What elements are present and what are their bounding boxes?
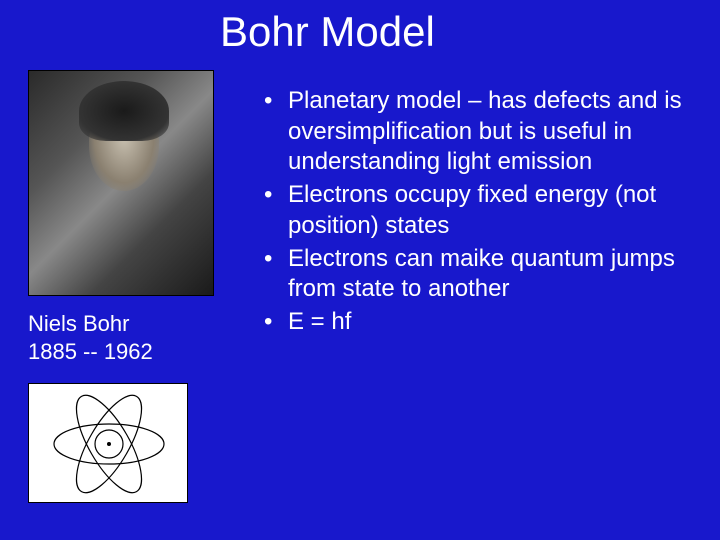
portrait-photo (28, 70, 214, 296)
caption-dates: 1885 -- 1962 (28, 338, 228, 366)
slide: Bohr Model Niels Bohr 1885 -- 1962 Plane… (0, 0, 720, 540)
caption-name: Niels Bohr (28, 310, 228, 338)
portrait-caption: Niels Bohr 1885 -- 1962 (28, 310, 228, 365)
left-column: Niels Bohr 1885 -- 1962 (28, 70, 228, 503)
atom-diagram (28, 383, 188, 503)
bullet-item: Electrons occupy fixed energy (not posit… (260, 180, 700, 241)
slide-title: Bohr Model (220, 8, 435, 56)
bullet-item: Electrons can maike quantum jumps from s… (260, 244, 700, 305)
bullet-item: E = hf (260, 307, 700, 338)
bullet-list: Planetary model – has defects and is ove… (260, 86, 700, 340)
atom-svg (29, 384, 189, 504)
bullet-item: Planetary model – has defects and is ove… (260, 86, 700, 178)
